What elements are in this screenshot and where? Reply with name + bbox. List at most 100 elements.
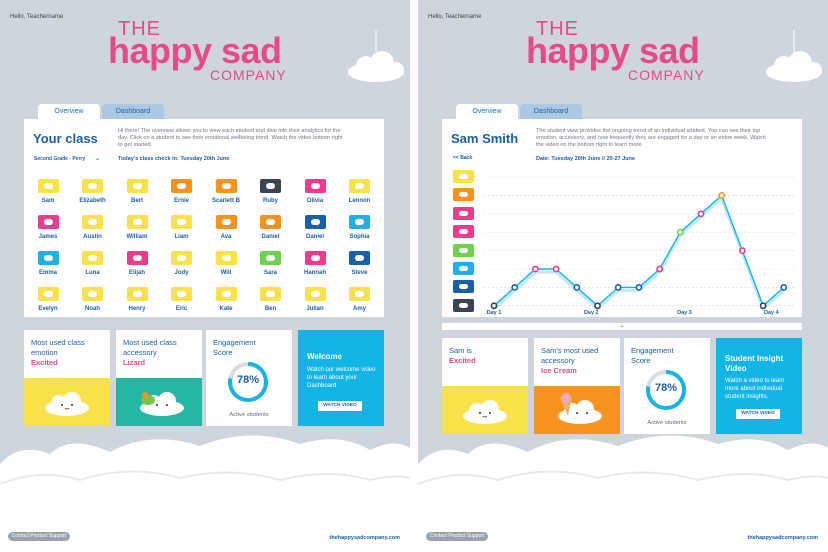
student-tile[interactable]: Elizabeth [73, 179, 113, 204]
watch-video-button[interactable]: WATCH VIDEO [736, 409, 780, 419]
student-tile[interactable]: Amy [340, 287, 380, 312]
data-point[interactable] [552, 265, 560, 273]
back-link[interactable]: << Back [453, 155, 473, 161]
student-tile[interactable]: Bert [117, 179, 157, 204]
brand-logo: THE happy sad COMPANY [526, 18, 716, 88]
x-tick-label: Day 3 [677, 310, 692, 316]
data-point[interactable] [718, 191, 726, 199]
student-tile[interactable]: Elijah [117, 251, 157, 276]
student-name: Bert [130, 198, 143, 204]
mood-cloud-icon [171, 287, 192, 301]
mood-cloud-icon [304, 287, 326, 301]
data-point[interactable] [759, 302, 767, 310]
student-accessory-title: Sam's most used accessory [541, 346, 599, 365]
student-tile[interactable]: Noah [73, 287, 113, 312]
student-tile[interactable]: William [117, 215, 157, 240]
tab-dashboard[interactable]: Dashboard [102, 104, 164, 119]
student-tile[interactable]: Hannah [295, 251, 335, 276]
tab-overview[interactable]: Overview [456, 104, 518, 119]
data-point[interactable] [738, 247, 746, 254]
site-link[interactable]: thehappysadcompany.com [329, 535, 401, 541]
data-point[interactable] [532, 265, 539, 273]
student-name: Scarlett B [211, 198, 240, 204]
student-trend-card: Sam Smith The student view provides the … [442, 119, 802, 317]
site-link[interactable]: thehappysadcompany.com [747, 535, 819, 541]
panel-divider [409, 0, 419, 552]
student-tile[interactable]: Olivia [295, 179, 335, 204]
student-tile[interactable]: Lennon [340, 179, 380, 204]
student-name: Steve [351, 270, 368, 276]
overview-screen: Hello, Teachername THE happy sad COMPANY… [0, 0, 410, 552]
data-point[interactable] [511, 284, 519, 291]
student-tile[interactable]: Sara [251, 251, 291, 276]
trend-shadow [493, 195, 785, 312]
data-point[interactable] [635, 284, 643, 291]
x-tick-label: Day 1 [487, 310, 502, 316]
contact-support-button[interactable]: Contact Product Support [426, 532, 488, 541]
data-point[interactable] [490, 302, 498, 310]
student-tile[interactable]: Will [206, 251, 246, 276]
data-point[interactable] [573, 284, 581, 291]
logo-company: COMPANY [210, 67, 287, 83]
engagement-card: Engagement Score 78% Active students [206, 330, 292, 426]
class-select-value: Second Grade - Perry [34, 156, 86, 162]
student-tile[interactable]: Henry [117, 287, 157, 312]
welcome-video-card: Welcome Watch our welcome video to learn… [298, 330, 384, 426]
student-tile[interactable]: Daniel [251, 215, 291, 240]
logo-main: happy sad [526, 30, 700, 71]
logo-main: happy sad [108, 30, 282, 71]
excited-cloud-icon [24, 378, 110, 426]
student-name: Kate [219, 306, 233, 312]
collapse-toggle[interactable]: ⌄ [442, 323, 802, 330]
tab-dashboard[interactable]: Dashboard [520, 104, 582, 119]
student-tile[interactable]: Eric [162, 287, 202, 312]
student-tile[interactable]: Ava [206, 215, 246, 240]
mood-cloud-icon [349, 179, 370, 193]
student-emotion-title: Sam is [449, 346, 472, 355]
class-emotion-card: Most used class emotion Excited [24, 330, 110, 426]
engagement-title: Engagement Score [631, 346, 674, 365]
student-tile[interactable]: Scarlett B [206, 179, 246, 204]
student-tile[interactable]: Austin [73, 215, 113, 240]
student-tile[interactable]: Liam [162, 215, 202, 240]
student-tile[interactable]: Evelyn [28, 287, 68, 312]
student-name: Luna [85, 270, 100, 276]
greeting: Hello, Teachername [10, 14, 64, 20]
student-tile[interactable]: Ruby [251, 179, 291, 204]
student-tile[interactable]: Julian [295, 287, 335, 312]
data-point[interactable] [780, 284, 788, 291]
student-tile[interactable]: Jody [162, 251, 202, 276]
student-tile[interactable]: James [28, 215, 68, 240]
mood-level-icon [453, 170, 474, 183]
student-tile[interactable]: Emma [28, 251, 68, 276]
x-tick-label: Day 2 [584, 310, 599, 316]
student-tile[interactable]: Kate [206, 287, 246, 312]
hanging-cloud-icon [766, 30, 822, 82]
class-select[interactable]: Second Grade - Perry ⌄ [34, 156, 100, 162]
data-point[interactable] [676, 228, 684, 236]
tab-overview[interactable]: Overview [38, 104, 100, 119]
student-name: Emma [38, 270, 57, 276]
student-accessory-card: Sam's most used accessory Ice Cream [534, 338, 620, 434]
student-name: Ernie [173, 198, 189, 204]
mood-cloud-icon [260, 179, 281, 193]
student-tile[interactable]: Ben [251, 287, 291, 312]
student-screen: Hello, Teachername THE happy sad COMPANY… [418, 0, 828, 552]
mood-cloud-icon [171, 179, 192, 193]
student-tile[interactable]: Ernie [162, 179, 202, 204]
student-tile[interactable]: Daniel [295, 215, 335, 240]
mood-cloud-icon [126, 251, 148, 265]
data-point[interactable] [656, 265, 663, 273]
data-point[interactable] [614, 284, 622, 291]
student-tile[interactable]: Sophia [340, 215, 380, 240]
logo-the: THE [536, 18, 579, 40]
data-point[interactable] [594, 302, 601, 310]
student-tile[interactable]: Steve [340, 251, 380, 276]
watch-video-button[interactable]: WATCH VIDEO [318, 401, 362, 411]
contact-support-button[interactable]: Contact Product Support [8, 532, 70, 541]
student-tile[interactable]: Luna [73, 251, 113, 276]
student-tile[interactable]: Sam [28, 179, 68, 204]
trend-chart: Day 1 Day 2 Day 3 Day 4 [484, 176, 796, 316]
data-point[interactable] [697, 210, 705, 218]
engagement-card: Engagement Score 78% Active students [624, 338, 710, 434]
